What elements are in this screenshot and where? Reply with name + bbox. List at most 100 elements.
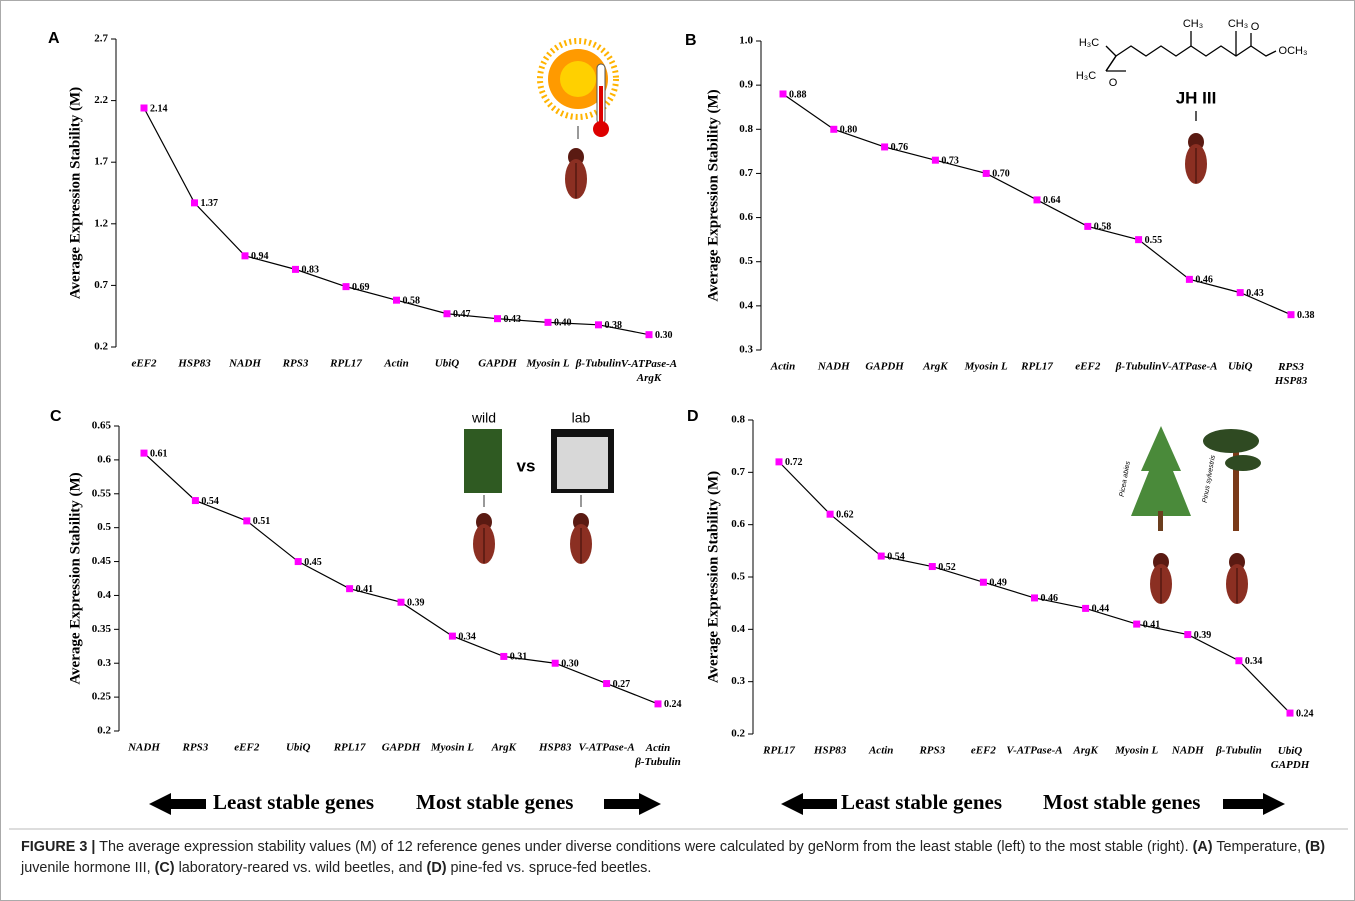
x-tick-label: NADH [127, 742, 160, 754]
data-label: 0.39 [407, 598, 425, 609]
forest-photo [464, 429, 502, 493]
x-tick-label: Myosin L [964, 361, 1008, 373]
x-tick-label: UbiQ [435, 358, 460, 370]
point [603, 680, 611, 688]
y-tick-label: 0.5 [739, 255, 753, 267]
y-axis-label: Average Expression Stability (M) [705, 89, 721, 301]
data-label: 0.38 [1297, 310, 1315, 321]
x-tick-label: β-Tubulin [1115, 361, 1162, 373]
data-label: 0.80 [840, 125, 858, 136]
y-tick-label: 0.6 [731, 518, 745, 530]
data-label: 0.54 [887, 551, 905, 562]
data-label: 2.14 [150, 103, 168, 114]
data-label: 0.43 [1246, 288, 1264, 299]
incubator [557, 437, 608, 489]
point [1184, 631, 1192, 639]
point [342, 283, 350, 291]
point [448, 632, 456, 640]
x-tick-label: ArgK [922, 361, 948, 373]
panel-label: C [50, 408, 62, 425]
beetle-icon [1225, 552, 1249, 605]
data-label: 0.41 [1143, 619, 1161, 630]
x-tick-label: V-ATPase-A [578, 742, 634, 754]
point [1286, 709, 1294, 717]
x-tick-label: Actin [770, 361, 795, 373]
y-tick-label: 0.3 [739, 344, 753, 356]
data-label: 0.54 [201, 496, 219, 507]
x-tick-label: Myosin L [430, 742, 474, 754]
point [292, 265, 299, 273]
y-tick-label: 0.5 [731, 571, 745, 583]
point [241, 252, 249, 260]
annotation: Picea abies [1119, 460, 1132, 497]
y-tick-label: 0.4 [97, 589, 111, 601]
data-label: 0.94 [251, 251, 269, 262]
y-tick-label: 2.2 [94, 94, 108, 106]
caption-text: (C) [154, 860, 175, 876]
point [928, 563, 936, 571]
y-tick-label: 2.7 [94, 33, 108, 45]
x-tick-label: RPL17 [329, 358, 362, 370]
x-tick-label: RPS3 [182, 742, 209, 754]
y-tick-label: 1.2 [94, 217, 108, 229]
caption-text: The average expression stability values … [99, 839, 1189, 855]
point [140, 104, 148, 112]
x-tick-label: β-Tubulin [1215, 745, 1262, 757]
x-tick-label: RPS3 [282, 358, 309, 370]
x-tick-label: Myosin L [1114, 745, 1158, 757]
y-tick-label: 0.7 [94, 279, 108, 291]
beetle-icon [1184, 132, 1208, 185]
point [931, 156, 939, 164]
point [1185, 275, 1193, 283]
data-label: 0.34 [458, 631, 476, 642]
data-label: 0.62 [836, 509, 854, 520]
x-tick-label: RPL17 [762, 745, 795, 757]
panel-label: D [687, 408, 699, 425]
x-tick-label: NADH [1171, 745, 1204, 757]
annotation: O [1251, 21, 1260, 33]
point [826, 510, 834, 518]
x-tick-label: UbiQ GAPDH [1271, 745, 1310, 771]
beetle-icon [569, 512, 593, 565]
x-tick-label: HSP83 [177, 358, 211, 370]
point [1235, 657, 1243, 665]
data-label: 0.24 [664, 699, 682, 710]
y-tick-label: 0.45 [92, 555, 112, 567]
annotation: OCH₃ [1279, 45, 1308, 57]
annotation: O [1109, 77, 1118, 89]
data-label: 0.64 [1043, 195, 1061, 206]
data-label: 1.37 [201, 198, 219, 209]
data-label: 0.38 [605, 320, 623, 331]
data-label: 0.58 [403, 295, 421, 306]
spruce-icon [1131, 426, 1191, 531]
point [243, 517, 251, 525]
y-axis-label: Average Expression Stability (M) [705, 471, 721, 683]
x-tick-label: UbiQ [1228, 361, 1253, 373]
point [654, 700, 662, 708]
annotation: vs [517, 456, 536, 475]
point [393, 296, 400, 304]
y-tick-label: 0.4 [739, 299, 753, 311]
point [830, 125, 838, 133]
x-tick-label: eEF2 [234, 742, 260, 754]
charts: A B C D H₃C H₃C O CH₃ CH₃ O OCH₃ JH III … [9, 18, 1348, 830]
y-tick-label: 0.2 [731, 728, 745, 740]
annotation: Pinus sylvestris [1202, 454, 1217, 503]
point [1287, 311, 1295, 319]
data-label: 0.41 [356, 584, 374, 595]
point [294, 558, 302, 566]
caption-label: FIGURE 3 | [21, 839, 96, 855]
arrow-label: Most stable genes [416, 790, 573, 814]
y-tick-label: 0.3 [731, 675, 745, 687]
y-tick-label: 0.55 [92, 487, 112, 499]
caption-text: pine-fed vs. spruce-fed beetles. [450, 860, 652, 876]
point [1135, 236, 1143, 244]
data-label: 0.88 [789, 89, 807, 100]
data-label: 0.83 [302, 265, 320, 276]
x-tick-label: RPL17 [333, 742, 366, 754]
data-label: 0.31 [510, 652, 528, 663]
caption-text: (B) [1305, 839, 1326, 855]
y-tick-label: 1.7 [94, 156, 108, 168]
y-tick-label: 0.65 [92, 420, 112, 432]
